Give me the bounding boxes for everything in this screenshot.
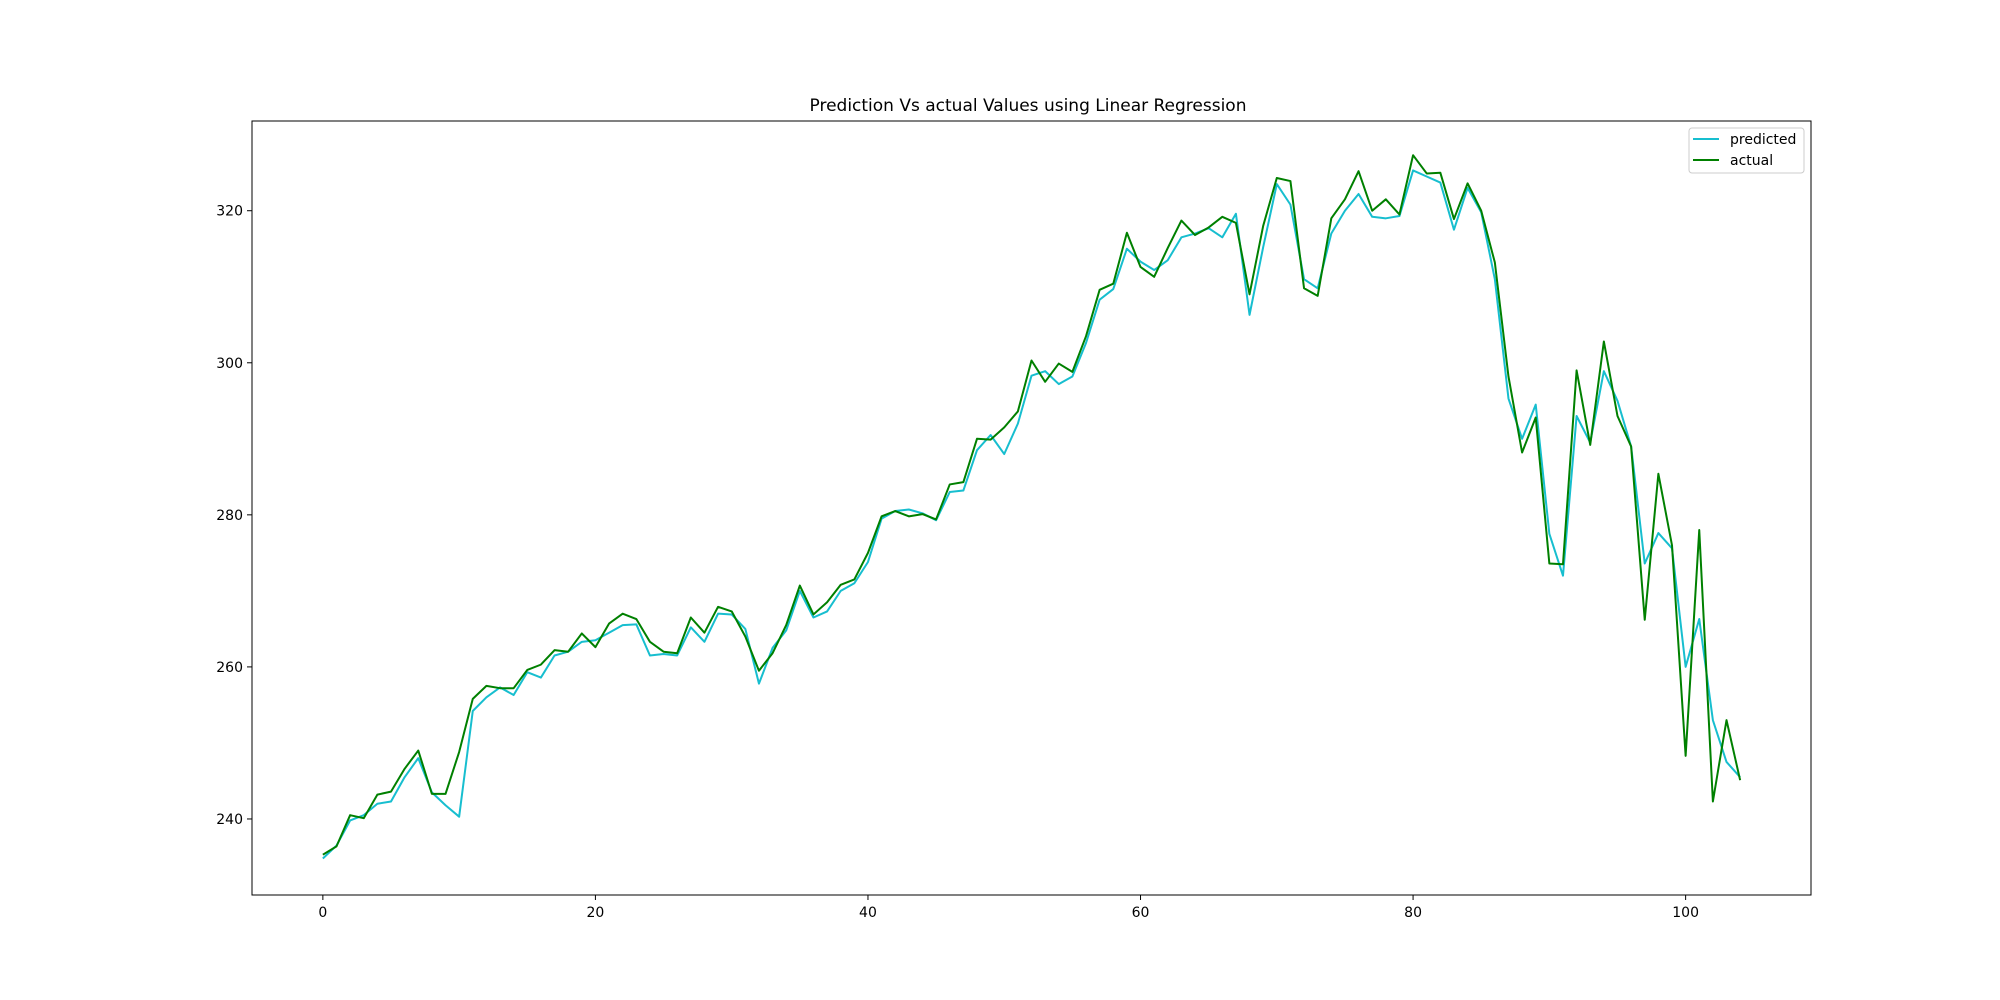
- x-tick-label: 80: [1404, 905, 1422, 921]
- x-tick-label: 0: [318, 905, 327, 921]
- legend-label-actual: actual: [1730, 153, 1773, 169]
- x-tick-label: 40: [859, 905, 877, 921]
- legend: predicted actual: [1688, 127, 1805, 174]
- x-tick-label: 100: [1672, 905, 1699, 921]
- series-line-predicted: [322, 169, 1741, 860]
- y-tick-label: 300: [216, 356, 243, 372]
- x-tick-label: 20: [587, 905, 605, 921]
- x-axis: 0 20 40 60 80 100: [318, 895, 1699, 921]
- plot-frame: [251, 120, 1812, 896]
- y-tick-label: 280: [216, 508, 243, 524]
- y-tick-label: 240: [216, 812, 243, 828]
- chart-title: Prediction Vs actual Values using Linear…: [810, 96, 1247, 116]
- y-tick-label: 320: [216, 204, 243, 220]
- y-tick-label: 260: [216, 660, 243, 676]
- series-line-actual: [322, 154, 1742, 856]
- y-axis: 240 260 280 300 320: [216, 204, 252, 828]
- x-tick-label: 60: [1132, 905, 1150, 921]
- legend-label-predicted: predicted: [1730, 132, 1796, 148]
- series-layer: [322, 154, 1742, 860]
